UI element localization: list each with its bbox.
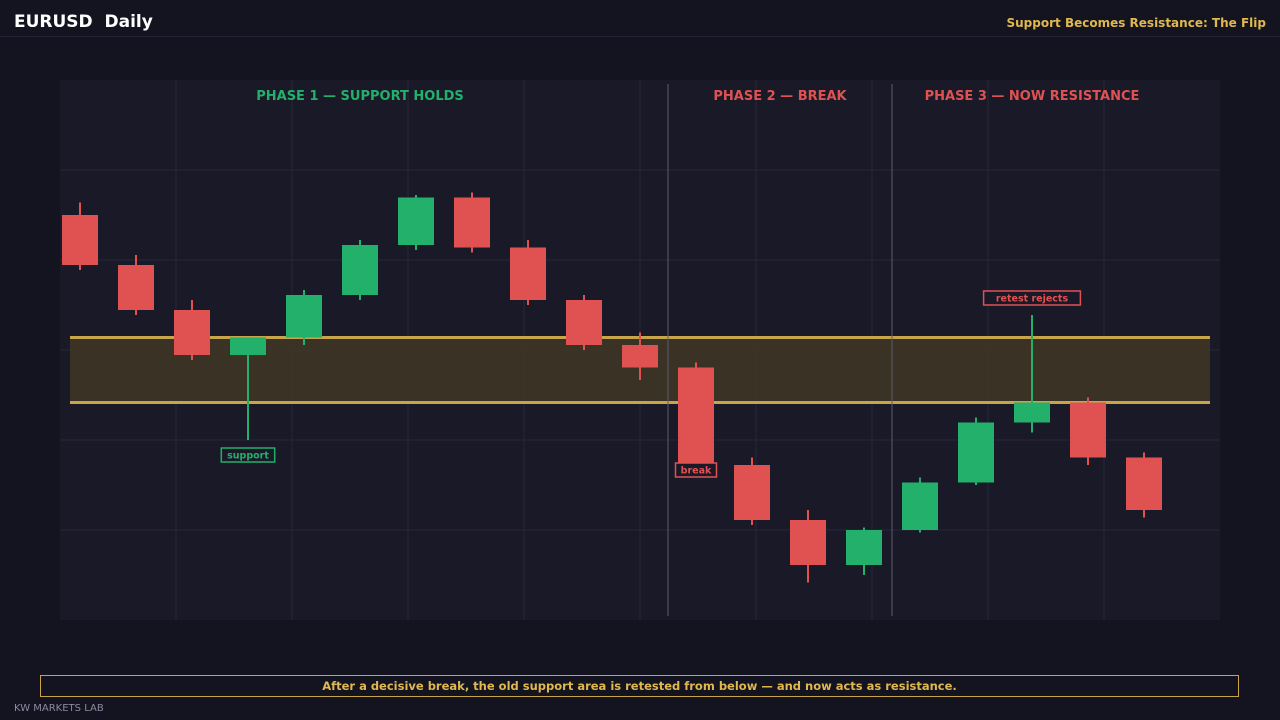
- candle-body: [62, 215, 98, 265]
- annotation-support-box: [220, 447, 276, 463]
- candle-body: [734, 465, 770, 520]
- candle-body: [510, 247, 546, 300]
- annotation-retest: retest rejects: [996, 294, 1069, 305]
- candle-body: [1014, 402, 1050, 423]
- annotation-support: support: [227, 451, 269, 462]
- candle-body: [566, 300, 602, 345]
- annotation-break-box: [674, 462, 718, 478]
- chart-title: EURUSD Daily: [14, 12, 153, 32]
- header-bar: EURUSD Daily Support Becomes Resistance:…: [0, 0, 1280, 37]
- annotation-break: break: [681, 466, 712, 477]
- candle-body: [790, 520, 826, 565]
- phase-label: PHASE 2 — BREAK: [713, 89, 847, 104]
- candle-body: [286, 295, 322, 338]
- candle-body: [174, 310, 210, 355]
- candle-body: [230, 337, 266, 355]
- candle-body: [1070, 402, 1106, 458]
- caption-text: After a decisive break, the old support …: [322, 679, 957, 693]
- candle-body: [118, 265, 154, 310]
- candle-body: [902, 482, 938, 530]
- chart-subtitle: Support Becomes Resistance: The Flip: [1006, 16, 1267, 30]
- candle-body: [678, 367, 714, 465]
- phase-label: PHASE 3 — NOW RESISTANCE: [925, 89, 1140, 104]
- footer-brand: KW MARKETS LAB: [14, 703, 104, 714]
- candle-body: [454, 197, 490, 248]
- annotation-retest-box: [982, 290, 1082, 306]
- candle-body: [958, 422, 994, 483]
- phase-label: PHASE 1 — SUPPORT HOLDS: [256, 89, 464, 104]
- candle-body: [1126, 457, 1162, 510]
- candle-body: [398, 197, 434, 245]
- candle-body: [846, 530, 882, 565]
- caption-box: After a decisive break, the old support …: [40, 675, 1239, 697]
- candle-body: [342, 245, 378, 295]
- candle-body: [622, 345, 658, 368]
